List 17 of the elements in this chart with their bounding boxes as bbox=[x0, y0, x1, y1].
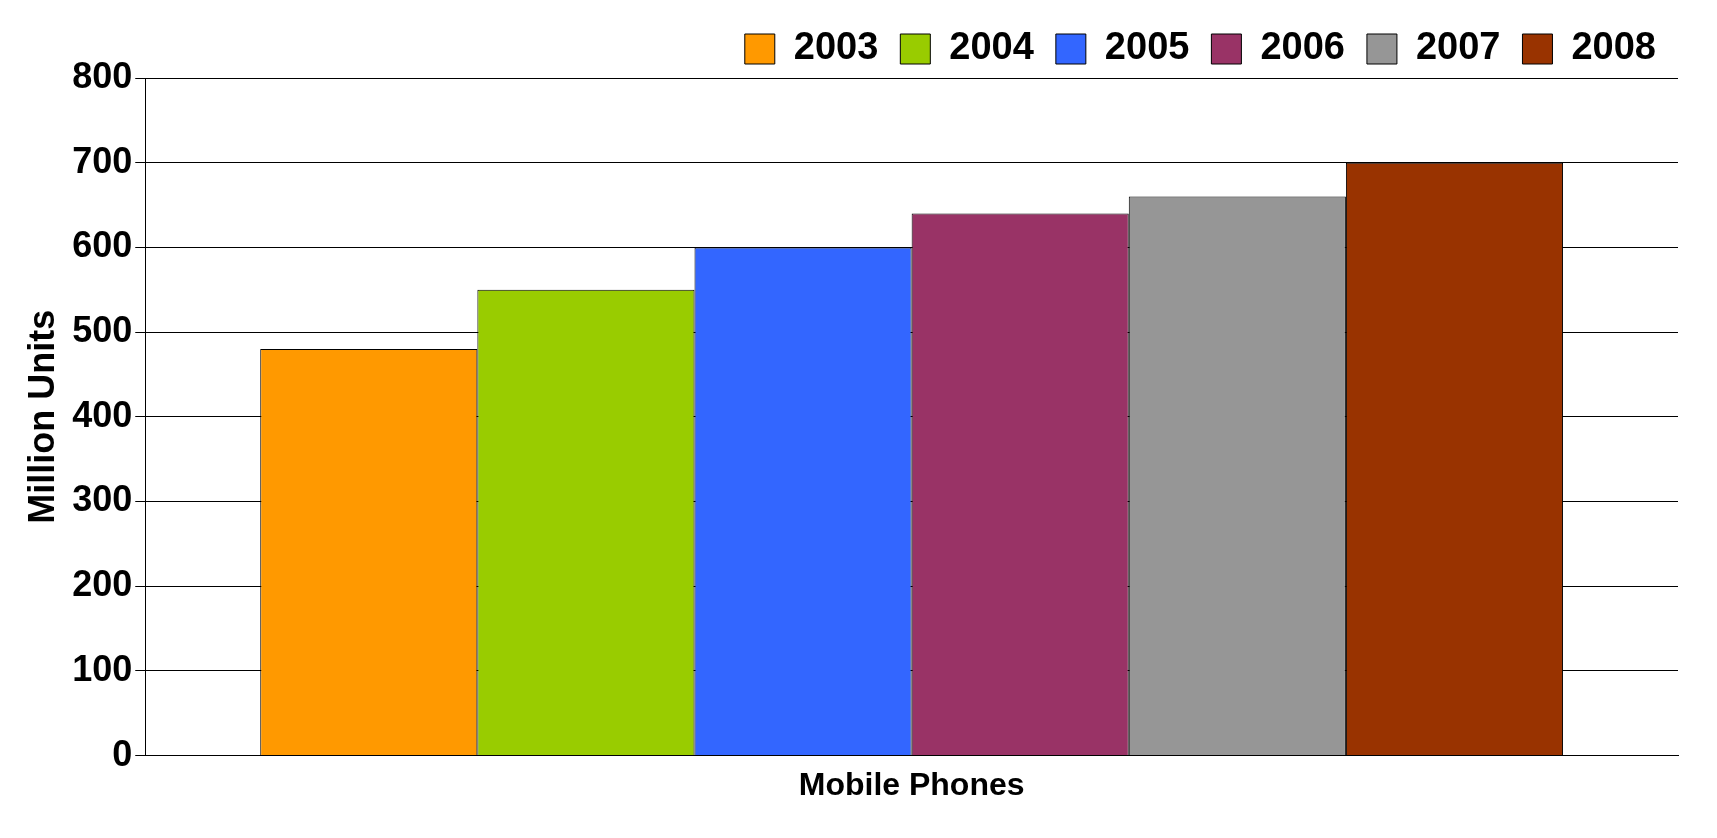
y-tick-label: 700 bbox=[72, 139, 133, 181]
legend-label: 2007 bbox=[1415, 25, 1501, 68]
legend-label: 2003 bbox=[793, 25, 879, 68]
y-tick-label: 100 bbox=[72, 647, 133, 689]
y-axis-title: Million Units bbox=[20, 309, 62, 524]
y-tick-label: 600 bbox=[72, 224, 133, 266]
y-tick-label: 0 bbox=[112, 732, 133, 774]
y-tick-label: 400 bbox=[72, 393, 133, 435]
y-tick-label: 300 bbox=[72, 478, 133, 520]
x-tick-label: Mobile Phones bbox=[798, 765, 1025, 802]
y-tick-label: 800 bbox=[72, 54, 133, 96]
legend-label: 2004 bbox=[949, 25, 1034, 68]
legend-label: 2006 bbox=[1260, 25, 1345, 68]
legend-label: 2008 bbox=[1571, 25, 1657, 68]
y-tick-label: 500 bbox=[72, 309, 133, 351]
legend-label: 2005 bbox=[1104, 25, 1190, 68]
y-tick-label: 200 bbox=[72, 563, 133, 605]
